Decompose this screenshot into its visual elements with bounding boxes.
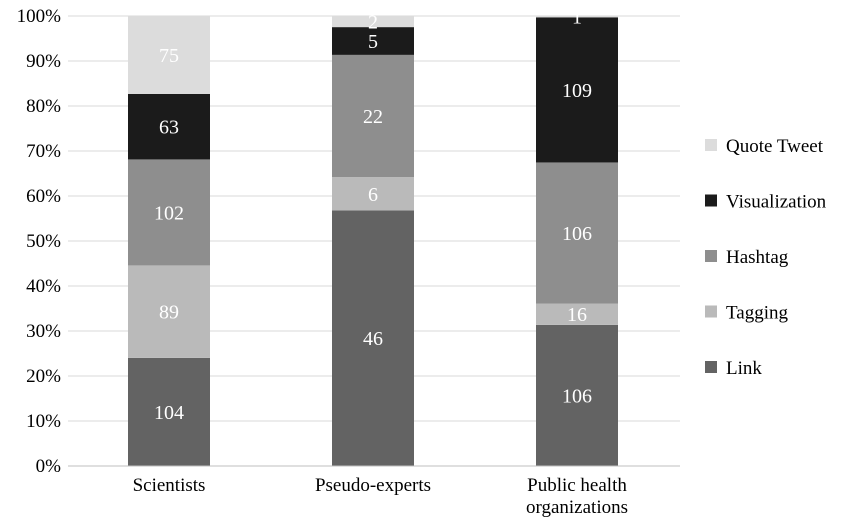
bar-segment (128, 93, 210, 160)
bars: 104 89 102 63 75 46 6 22 52 106 16 106 109 1 (128, 7, 618, 466)
bar-segment (332, 27, 414, 55)
bar-segment (332, 177, 414, 211)
bar-segment (536, 16, 618, 18)
data-label: 16 (567, 304, 587, 326)
legend-label: Hashtag (726, 247, 789, 268)
legend-swatch (705, 305, 717, 318)
data-label: 75 (159, 45, 179, 67)
legend-label: Link (726, 358, 762, 379)
data-label: 22 (363, 106, 383, 128)
legend-swatch (705, 250, 717, 262)
bar-segment (128, 16, 210, 94)
bar-segment (536, 303, 618, 325)
bar-segment (128, 357, 210, 466)
bar-segment (128, 159, 210, 266)
data-label: 1 (572, 7, 582, 29)
data-label: 63 (159, 117, 179, 139)
bar-segment (332, 210, 414, 466)
x-category-label: Scientists (133, 475, 206, 496)
legend-label: Tagging (726, 303, 788, 324)
x-category-label: Pseudo-experts (315, 475, 431, 496)
y-tick-label: 90% (26, 51, 61, 72)
data-label: 104 (154, 402, 184, 424)
data-label: 46 (363, 328, 383, 350)
y-tick-label: 20% (26, 366, 61, 387)
y-tick-label: 70% (26, 141, 61, 162)
y-tick-label: 10% (26, 411, 61, 432)
legend-label: Quote Tweet (726, 136, 824, 157)
legend-swatch (705, 139, 717, 151)
data-label: 89 (159, 302, 179, 324)
bar-segment (128, 265, 210, 358)
y-tick-label: 60% (26, 186, 61, 207)
bar-segment (332, 54, 414, 178)
bar-segment (536, 162, 618, 304)
bar-segment (536, 324, 618, 466)
data-label: 6 (368, 184, 378, 206)
y-tick-label: 0% (36, 456, 62, 477)
data-label: 106 (562, 223, 592, 245)
y-tick-label: 40% (26, 276, 61, 297)
data-label: 5 (368, 31, 378, 53)
y-tick-label: 80% (26, 96, 61, 117)
legend-swatch (705, 194, 717, 207)
legend: Quote Tweet Visualization Hashtag Tagging Li… (705, 136, 827, 379)
y-tick-label: 100% (17, 6, 62, 27)
data-label: 2 (368, 12, 378, 34)
x-category-label: Public health organizations (526, 475, 628, 518)
legend-label: Visualization (726, 192, 827, 213)
y-tick-label: 30% (26, 321, 61, 342)
bar-segment (536, 17, 618, 163)
legend-swatch (705, 361, 717, 373)
axes: 0% 10% 20% 30% 40% 50% 60% 70% 80% 90% 100% Scienti… (17, 6, 680, 518)
data-label: 106 (562, 385, 592, 407)
data-label: 109 (562, 80, 592, 102)
y-tick-label: 50% (26, 231, 61, 252)
data-label: 102 (154, 202, 184, 224)
bar-segment (332, 16, 414, 28)
